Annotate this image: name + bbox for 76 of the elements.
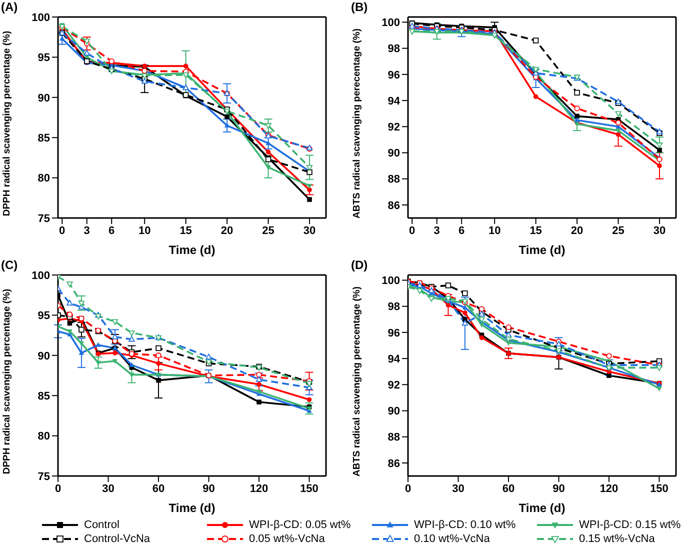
y-tick-label: 86 xyxy=(388,458,400,470)
y-tick-label: 96 xyxy=(388,69,400,82)
x-tick-label: 60 xyxy=(152,482,165,495)
y-tick-label: 96 xyxy=(388,327,400,340)
y-tick-label: 86 xyxy=(388,200,400,212)
x-tick-label: 0 xyxy=(409,224,416,237)
legend-label: Control xyxy=(84,519,120,531)
x-tick-label: 90 xyxy=(202,482,215,495)
x-axis-title: Time (d) xyxy=(168,243,216,257)
x-tick-label: 15 xyxy=(180,224,192,237)
x-tick-label: 3 xyxy=(84,224,90,237)
y-tick-label: 100 xyxy=(382,17,400,30)
x-tick-label: 10 xyxy=(138,224,151,237)
y-tick-label: 90 xyxy=(38,350,50,362)
y-axis-title: ABTS radical scavenging perecentage (%) xyxy=(351,28,362,219)
y-tick-label: 85 xyxy=(38,390,50,403)
x-tick-label: 60 xyxy=(502,482,515,495)
legend-label: WPI-β-CD: 0.10 wt% xyxy=(414,519,516,531)
x-tick-label: 30 xyxy=(653,224,666,237)
x-tick-label: 90 xyxy=(552,482,565,495)
x-tick-label: 15 xyxy=(530,224,542,237)
y-axis-title: DPPH radical scavenging percentage (%) xyxy=(1,288,12,474)
x-tick-label: 0 xyxy=(54,482,62,495)
x-tick-label: 150 xyxy=(300,482,318,495)
x-axis-title: Time (d) xyxy=(168,501,216,515)
legend-label: WPI-β-CD: 0.05 wt% xyxy=(249,519,351,531)
x-tick-label: 30 xyxy=(102,482,114,495)
chart-title: (B) xyxy=(351,0,368,14)
y-tick-label: 98 xyxy=(388,43,400,56)
x-tick-label: 120 xyxy=(600,482,618,495)
y-axis-title: DPPH radical scavenging percentage (%) xyxy=(1,30,12,216)
y-axis-title: ABTS radical scavenging perecentage (%) xyxy=(351,286,362,477)
y-tick-label: 90 xyxy=(38,92,50,104)
y-tick-label: 94 xyxy=(388,95,401,108)
x-tick-label: 25 xyxy=(612,224,624,237)
y-tick-label: 88 xyxy=(388,174,400,186)
y-tick-label: 100 xyxy=(32,12,50,24)
x-tick-label: 6 xyxy=(458,224,465,237)
legend-label: 0.10 wt%-VcNa xyxy=(414,533,490,545)
y-tick-label: 90 xyxy=(388,148,400,160)
y-tick-label: 92 xyxy=(388,380,400,392)
x-tick-label: 20 xyxy=(570,224,584,237)
x-tick-label: 20 xyxy=(220,224,234,237)
x-tick-label: 10 xyxy=(488,224,501,237)
y-tick-label: 92 xyxy=(388,122,400,134)
y-tick-label: 90 xyxy=(388,406,400,418)
legend-label: WPI-β-CD: 0.15 wt% xyxy=(579,519,681,531)
y-tick-label: 100 xyxy=(32,270,50,282)
y-tick-label: 75 xyxy=(38,470,50,483)
y-tick-label: 75 xyxy=(38,212,50,225)
x-tick-label: 0 xyxy=(404,482,412,495)
x-tick-label: 25 xyxy=(262,224,274,237)
legend-label: Control-VcNa xyxy=(84,533,150,545)
x-tick-label: 150 xyxy=(650,482,668,495)
x-axis-title: Time (d) xyxy=(518,243,566,257)
y-tick-label: 98 xyxy=(388,301,400,314)
y-tick-label: 88 xyxy=(388,432,400,444)
chart-title: (C) xyxy=(1,258,18,272)
y-tick-label: 85 xyxy=(38,132,50,145)
legend-label: 0.15 wt%-VcNa xyxy=(579,533,655,545)
x-tick-label: 30 xyxy=(303,224,316,237)
chart-title: (D) xyxy=(351,258,368,272)
y-tick-label: 80 xyxy=(38,172,50,185)
x-tick-label: 6 xyxy=(108,224,115,237)
chart-title: (A) xyxy=(1,0,18,14)
y-tick-label: 95 xyxy=(38,310,50,322)
x-tick-label: 120 xyxy=(250,482,268,495)
y-tick-label: 100 xyxy=(382,275,400,288)
x-axis-title: Time (d) xyxy=(518,501,566,515)
x-tick-label: 30 xyxy=(452,482,464,495)
y-tick-label: 80 xyxy=(38,430,50,443)
x-tick-label: 3 xyxy=(434,224,440,237)
x-tick-label: 0 xyxy=(59,224,66,237)
legend-label: 0.05 wt%-VcNa xyxy=(249,533,325,545)
y-tick-label: 94 xyxy=(388,353,401,366)
y-tick-label: 95 xyxy=(38,52,50,64)
